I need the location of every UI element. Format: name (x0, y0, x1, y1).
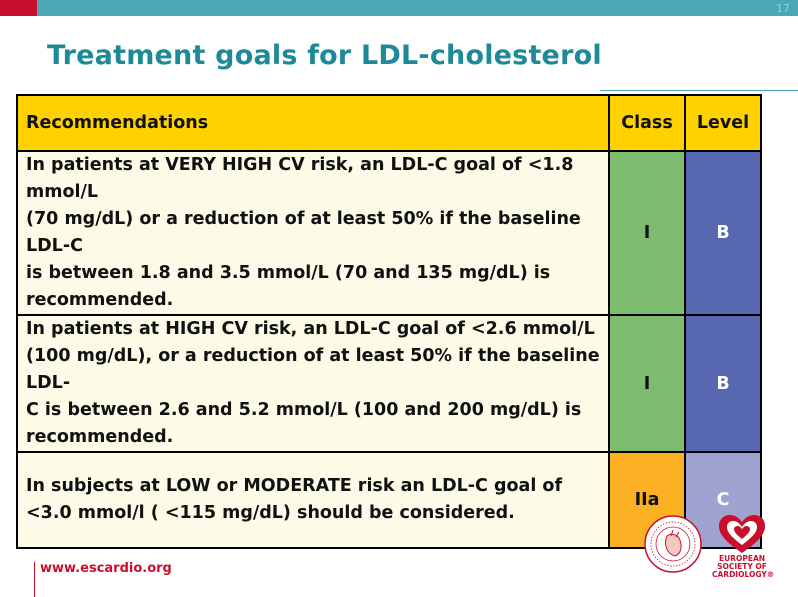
recommendation-text: In patients at HIGH CV risk, an LDL-C go… (16, 314, 610, 453)
text-line: is between 1.8 and 3.5 mmol/L (70 and 13… (26, 263, 551, 283)
text-line: (100 mg/dL), or a reduction of at least … (26, 346, 600, 393)
header-class: Class (608, 94, 686, 152)
text-line: recommended. (26, 290, 174, 310)
text-line: In patients at VERY HIGH CV risk, an LDL… (26, 155, 574, 202)
header-level: Level (684, 94, 762, 152)
table-row: In patients at VERY HIGH CV risk, an LDL… (16, 150, 762, 316)
class-cell: I (608, 150, 686, 316)
logo-text-line: SOCIETY OF (717, 562, 767, 571)
class-cell: I (608, 314, 686, 453)
table-row: In patients at HIGH CV risk, an LDL-C go… (16, 314, 762, 453)
logo-text-line: CARDIOLOGY® (712, 570, 775, 579)
text-line: (70 mg/dL) or a reduction of at least 50… (26, 209, 581, 256)
header-recommendations: Recommendations (16, 94, 610, 152)
text-line: C is between 2.6 and 5.2 mmol/L (100 and… (26, 400, 582, 420)
level-cell: B (684, 314, 762, 453)
title-divider (600, 90, 798, 91)
esc-heart-logo-icon (719, 515, 765, 553)
recommendations-table: Recommendations Class Level In patients … (16, 94, 762, 549)
text-line: <3.0 mmol/l ( <115 mg/dL) should be cons… (26, 503, 515, 523)
esc-logo-text: EUROPEAN SOCIETY OF CARDIOLOGY® (712, 554, 775, 579)
top-red-block (0, 0, 37, 16)
text-line: In subjects at LOW or MODERATE risk an L… (26, 476, 563, 496)
recommendation-text: In patients at VERY HIGH CV risk, an LDL… (16, 150, 610, 316)
text-line: recommended. (26, 427, 174, 447)
society-seal-icon (644, 515, 702, 573)
table-header-row: Recommendations Class Level (16, 94, 762, 152)
footer-divider (34, 562, 35, 597)
footer-link[interactable]: www.escardio.org (40, 561, 172, 576)
page-number: 17 (776, 2, 790, 15)
text-line: In patients at HIGH CV risk, an LDL-C go… (26, 319, 595, 339)
level-cell: B (684, 150, 762, 316)
recommendation-text: In subjects at LOW or MODERATE risk an L… (16, 451, 610, 549)
top-accent-bar (0, 0, 798, 16)
logo-text-line: EUROPEAN (718, 554, 766, 563)
slide-title: Treatment goals for LDL-cholesterol (47, 40, 602, 71)
